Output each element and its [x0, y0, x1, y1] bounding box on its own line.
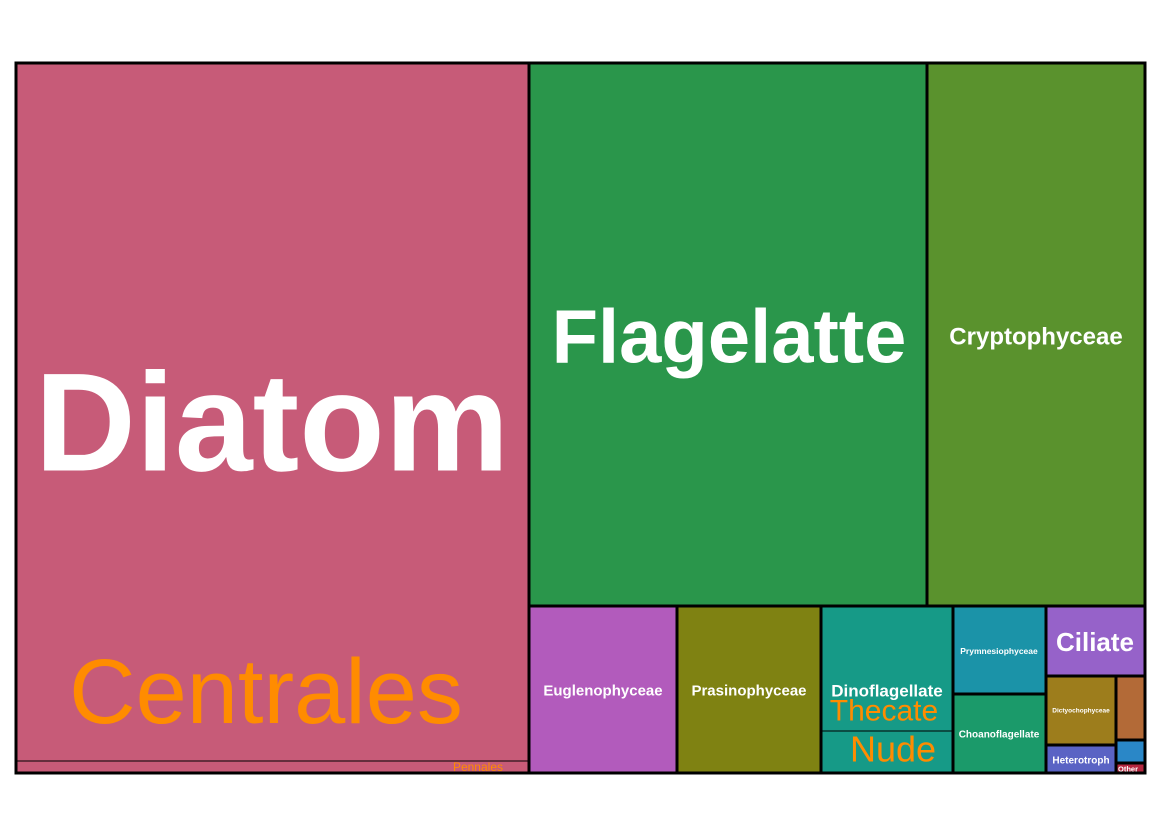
- sublabel-thecate: Thecate: [830, 695, 938, 728]
- treemap-tiles: [14, 61, 1147, 775]
- tile-ciliate: [1044, 604, 1147, 678]
- treemap-labels: Diatom Centrales Pennales Flagelatte Cryptop…: [35, 295, 1138, 775]
- sublabel-pennales: Pennales: [453, 760, 503, 774]
- label-diatom: Diatom: [35, 344, 509, 501]
- tile-dinoflagellate: [819, 604, 955, 775]
- sublabel-nude: Nude: [850, 729, 936, 770]
- tile-choanoflagellate: [951, 692, 1048, 775]
- label-dictyochophyceae: Dictyochophyceae: [1052, 708, 1110, 715]
- label-heterotroph: Heterotroph: [1052, 756, 1109, 767]
- tile-other: [1114, 761, 1147, 775]
- tile-diatom: [14, 61, 531, 775]
- label-flagelatte: Flagelatte: [552, 295, 907, 380]
- tile-prasinophyceae: [675, 604, 823, 775]
- tile-cryptophyceae: [925, 61, 1147, 608]
- label-euglenophyceae: Euglenophyceae: [543, 683, 662, 700]
- label-dinoflagellate: Dinoflagellate: [831, 682, 942, 701]
- label-cryptophyceae: Cryptophyceae: [949, 324, 1122, 351]
- label-choanoflagellate: Choanoflagellate: [959, 730, 1040, 741]
- sublabel-centrales: Centrales: [69, 641, 463, 743]
- tile-dictyochophyceae: [1044, 674, 1118, 747]
- tile-euglenophyceae: [527, 604, 679, 775]
- tile-unlabeled-11: [1114, 674, 1147, 742]
- label-other: Other: [1118, 765, 1138, 774]
- label-prymnesiophyceae: Prymnesiophyceae: [960, 646, 1038, 656]
- label-prasinophyceae: Prasinophyceae: [691, 683, 806, 700]
- tile-unlabeled-12: [1114, 738, 1147, 765]
- label-ciliate: Ciliate: [1056, 627, 1134, 657]
